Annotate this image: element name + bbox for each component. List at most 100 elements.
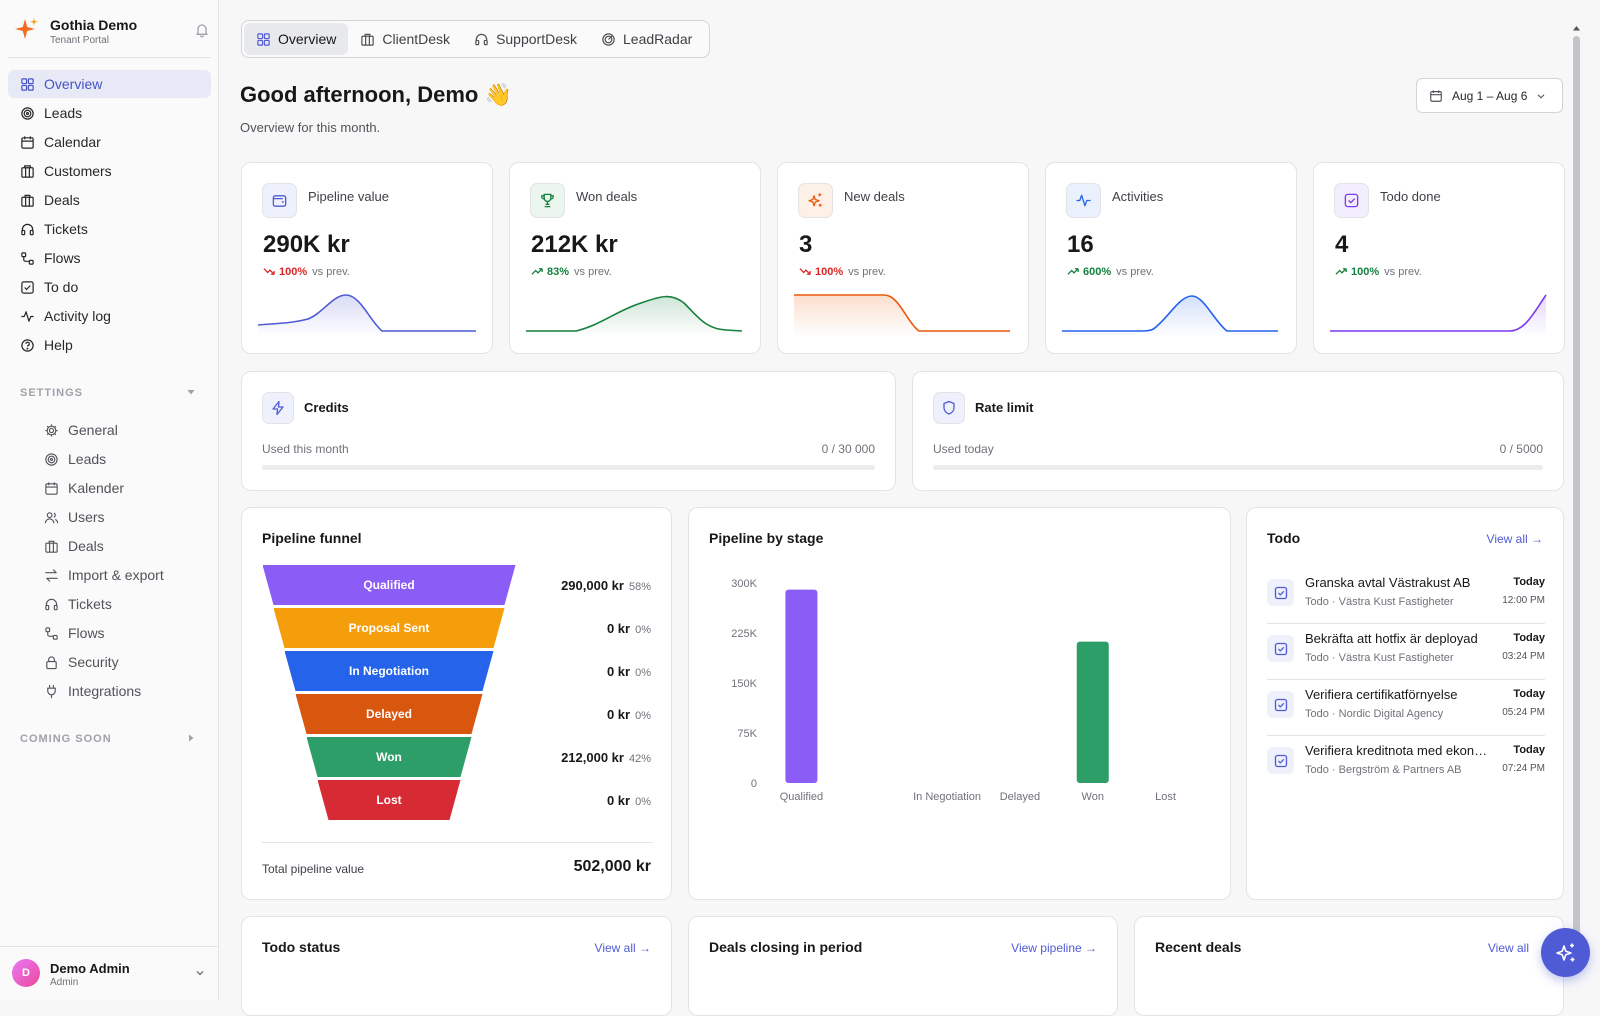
arrows-icon bbox=[45, 568, 58, 582]
settings-item-deals[interactable]: Deals bbox=[32, 532, 211, 560]
nav-item-tickets[interactable]: Tickets bbox=[8, 215, 211, 243]
settings-item-leads[interactable]: Leads bbox=[32, 445, 211, 473]
sparkles-icon bbox=[808, 193, 822, 207]
kpi-value: 4 bbox=[1335, 231, 1349, 258]
todo-list-item[interactable]: Bekräfta att hotfix är deployad Todo · Vä… bbox=[1267, 626, 1545, 681]
settings-item-security[interactable]: Security bbox=[32, 648, 211, 676]
check-square-icon bbox=[1274, 586, 1287, 599]
date-range-picker[interactable]: Aug 1 – Aug 6 bbox=[1416, 78, 1563, 113]
kpi-delta-label: vs prev. bbox=[1116, 265, 1154, 278]
todo-list-item[interactable]: Verifiera certifikatförnyelse Todo · Nord… bbox=[1267, 682, 1545, 737]
kpi-delta: 83% vs prev. bbox=[531, 265, 612, 278]
kpi-card-new-deals[interactable]: New deals 3 100% vs prev. bbox=[777, 162, 1029, 354]
brand[interactable]: Gothia Demo Tenant Portal bbox=[12, 14, 208, 50]
settings-item-label: Kalender bbox=[68, 480, 125, 496]
todo-item-title: Verifiera certifikatförnyelse bbox=[1305, 687, 1458, 702]
kpi-delta-value: 100% bbox=[279, 265, 308, 278]
settings-item-label: Security bbox=[68, 654, 119, 670]
calendar-icon bbox=[21, 135, 34, 149]
kpi-card-activities[interactable]: Activities 16 600% vs prev. bbox=[1045, 162, 1297, 354]
todo-list-item[interactable]: Granska avtal Västrakust AB Todo · Västra… bbox=[1267, 570, 1545, 625]
settings-item-label: Users bbox=[68, 509, 105, 525]
funnel-row[interactable]: Qualified 290,000 kr 58% bbox=[242, 565, 671, 605]
funnel-stage-value: 0 kr 0% bbox=[607, 793, 651, 808]
funnel-row[interactable]: Won 212,000 kr 42% bbox=[242, 737, 671, 777]
caret-down-icon bbox=[187, 390, 195, 395]
tab-supportdesk[interactable]: SupportDesk bbox=[462, 23, 589, 55]
pipeline-bar-chart: 0 75K 150K 225K 300K Qualified In Negotiation D… bbox=[731, 578, 1176, 803]
settings-item-general[interactable]: General bbox=[32, 416, 211, 444]
sidebar: Gothia Demo Tenant Portal Overview Leads… bbox=[0, 0, 219, 1000]
settings-item-label: Import & export bbox=[68, 567, 164, 583]
bar-won[interactable] bbox=[1076, 641, 1109, 783]
nav-item-calendar[interactable]: Calendar bbox=[8, 128, 211, 156]
divider bbox=[1267, 623, 1545, 624]
bell-icon[interactable] bbox=[194, 22, 210, 38]
settings-item-import-export[interactable]: Import & export bbox=[32, 561, 211, 589]
nav-item-activity-log[interactable]: Activity log bbox=[8, 302, 211, 330]
kpi-card-pipeline-value[interactable]: Pipeline value 290K kr 100% vs prev. bbox=[241, 162, 493, 354]
nav-item-todo[interactable]: To do bbox=[8, 273, 211, 301]
settings-item-kalender[interactable]: Kalender bbox=[32, 474, 211, 502]
scrollbar[interactable] bbox=[1572, 22, 1581, 970]
x-tick-label: In Negotiation bbox=[913, 791, 981, 803]
coming-soon-section-header[interactable]: COMING SOON bbox=[20, 733, 196, 745]
kpi-card-won-deals[interactable]: Won deals 212K kr 83% vs prev. bbox=[509, 162, 761, 354]
funnel-value-percent: 0% bbox=[635, 624, 651, 636]
recent-deals-view-all-link[interactable]: View all bbox=[1487, 941, 1529, 955]
nav-item-flows[interactable]: Flows bbox=[8, 244, 211, 272]
settings-section-header[interactable]: SETTINGS bbox=[20, 387, 196, 399]
funnel-stage-label: Proposal Sent bbox=[348, 621, 430, 635]
bar-qualified[interactable] bbox=[785, 589, 818, 783]
user-menu[interactable]: D Demo Admin Admin bbox=[0, 946, 219, 1000]
kpi-card-todo-done[interactable]: Todo done 4 100% vs prev. bbox=[1313, 162, 1565, 354]
nav-item-customers[interactable]: Customers bbox=[8, 157, 211, 185]
funnel-row[interactable]: Delayed 0 kr 0% bbox=[242, 694, 671, 734]
ai-assistant-button[interactable] bbox=[1541, 928, 1590, 977]
nav-item-help[interactable]: Help bbox=[8, 331, 211, 359]
y-tick-label: 75K bbox=[737, 728, 757, 740]
recent-deals-card: Recent deals View all bbox=[1134, 916, 1564, 1016]
settings-item-users[interactable]: Users bbox=[32, 503, 211, 531]
y-tick-label: 150K bbox=[731, 678, 757, 690]
todo-view-all-link[interactable]: View all → bbox=[1486, 532, 1543, 546]
settings-header-label: SETTINGS bbox=[20, 387, 84, 399]
rate-limit-count: 0 / 5000 bbox=[1499, 442, 1543, 456]
view-pipeline-link[interactable]: View pipeline → bbox=[1011, 941, 1097, 955]
settings-item-flows[interactable]: Flows bbox=[32, 619, 211, 647]
funnel-value-percent: 0% bbox=[635, 710, 651, 722]
nav-item-deals[interactable]: Deals bbox=[8, 186, 211, 214]
funnel-row[interactable]: Lost 0 kr 0% bbox=[242, 780, 671, 820]
kpi-delta-label: vs prev. bbox=[574, 265, 612, 278]
tab-leadradar[interactable]: LeadRadar bbox=[589, 23, 704, 55]
tab-overview[interactable]: Overview bbox=[244, 23, 349, 55]
trend-up-icon bbox=[1067, 268, 1079, 275]
nav-label: Calendar bbox=[44, 134, 101, 150]
briefcase-icon bbox=[45, 540, 58, 553]
funnel-segment: In Negotiation bbox=[284, 651, 494, 691]
check-square-icon bbox=[1274, 698, 1287, 711]
nav-item-overview[interactable]: Overview bbox=[8, 70, 211, 98]
todo-status-view-all-link[interactable]: View all → bbox=[594, 941, 651, 955]
lightning-icon bbox=[272, 400, 284, 416]
calendar-icon bbox=[1430, 89, 1442, 102]
headset-icon bbox=[475, 33, 488, 45]
settings-item-tickets[interactable]: Tickets bbox=[32, 590, 211, 618]
funnel-segment: Delayed bbox=[295, 694, 483, 734]
nav-label: Customers bbox=[44, 163, 112, 179]
kpi-delta: 100% vs prev. bbox=[263, 265, 350, 278]
scrollbar-thumb[interactable] bbox=[1573, 36, 1580, 944]
plug-icon bbox=[47, 684, 56, 698]
settings-item-label: Deals bbox=[68, 538, 104, 554]
rate-limit-progress-bar bbox=[933, 465, 1543, 470]
kpi-icon-wrap bbox=[1066, 183, 1101, 218]
divider bbox=[1267, 679, 1545, 680]
nav-item-leads[interactable]: Leads bbox=[8, 99, 211, 127]
todo-list-item[interactable]: Verifiera kreditnota med ekonomi Todo · B… bbox=[1267, 738, 1545, 793]
tab-clientdesk[interactable]: ClientDesk bbox=[348, 23, 462, 55]
shield-icon bbox=[943, 400, 955, 415]
kpi-delta-value: 100% bbox=[1351, 265, 1380, 278]
funnel-row[interactable]: Proposal Sent 0 kr 0% bbox=[242, 608, 671, 648]
settings-item-integrations[interactable]: Integrations bbox=[32, 677, 211, 705]
funnel-row[interactable]: In Negotiation 0 kr 0% bbox=[242, 651, 671, 691]
